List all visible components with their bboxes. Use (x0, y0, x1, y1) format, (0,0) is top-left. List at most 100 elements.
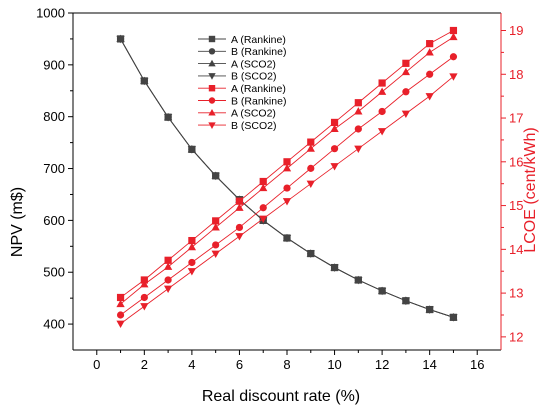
legend-marker (208, 122, 216, 129)
legend-marker (208, 35, 216, 43)
legend-marker (208, 73, 216, 80)
legend-label: B (Rankine) (231, 95, 286, 107)
data-point (187, 268, 197, 276)
data-point (449, 32, 458, 41)
data-point (235, 203, 244, 211)
data-point (259, 183, 268, 192)
legend-item: B (SCO2) (198, 71, 277, 83)
data-point (377, 128, 387, 136)
data-point (140, 77, 149, 86)
series-7 (116, 32, 458, 308)
data-point (163, 285, 173, 294)
series-5 (116, 26, 458, 302)
data-point (401, 110, 411, 118)
data-point (188, 236, 196, 245)
x-tick-label: 12 (375, 357, 389, 372)
data-point (116, 320, 125, 329)
data-point (354, 99, 362, 107)
data-point (140, 276, 148, 284)
data-point (377, 287, 387, 296)
y-right-tick-label: 13 (509, 286, 523, 301)
legend-item: A (SCO2) (198, 108, 276, 120)
data-point (377, 87, 387, 95)
data-point (212, 241, 220, 249)
data-point (354, 276, 363, 285)
series-layer (116, 26, 458, 329)
data-point (163, 114, 173, 122)
data-point (164, 276, 172, 284)
series-line (120, 38, 454, 318)
data-point (211, 223, 220, 231)
y-right-tick-label: 12 (509, 329, 523, 344)
legend-marker (208, 48, 216, 55)
y-right-tick-label: 15 (509, 198, 523, 213)
data-point (259, 215, 268, 224)
data-point (283, 184, 291, 192)
data-point (425, 93, 434, 101)
plot-frame (72, 12, 502, 351)
data-point (187, 146, 197, 154)
data-point (163, 262, 173, 270)
data-point (378, 79, 386, 87)
legend-label: A (SCO2) (231, 108, 276, 120)
series-4 (116, 35, 458, 322)
data-point (164, 256, 172, 264)
data-point (330, 145, 339, 153)
data-point (116, 35, 125, 44)
data-point (449, 314, 458, 322)
data-point (306, 250, 315, 258)
data-point (449, 73, 458, 81)
data-point (425, 48, 434, 56)
y-right-tick-label: 14 (509, 242, 523, 257)
legend-item: A (Rankine) (198, 83, 286, 95)
data-point (235, 223, 244, 232)
data-point (306, 144, 315, 152)
series-line (120, 38, 454, 318)
data-point (425, 306, 434, 314)
ticks-layer: 0 2 4 6 8 10 12 14 16 400 500 600 700 800 900 1000 12 13 1… (36, 6, 523, 373)
data-point (426, 40, 434, 48)
data-point (426, 70, 434, 78)
data-point (449, 53, 458, 61)
data-point (354, 107, 363, 115)
data-point (212, 217, 220, 225)
y-right-tick-label: 17 (509, 111, 523, 126)
series-line (120, 38, 454, 318)
y-left-tick-label: 900 (43, 57, 65, 72)
legend-label: A (Rankine) (231, 83, 286, 95)
y-left-tick-label: 1000 (36, 6, 65, 21)
x-tick-label: 2 (141, 357, 148, 372)
y-axis-left-title: NPV (m$) (9, 187, 26, 257)
legend-marker (208, 108, 216, 116)
y-left-tick-label: 700 (43, 161, 65, 176)
data-point (282, 164, 292, 172)
legend-item: B (Rankine) (198, 95, 286, 107)
y-right-tick-label: 16 (509, 154, 523, 169)
data-point (116, 299, 125, 308)
data-point (116, 311, 125, 319)
data-point (354, 145, 363, 153)
data-point (402, 88, 410, 96)
data-point (140, 280, 149, 288)
x-tick-label: 0 (93, 357, 100, 372)
data-point (306, 180, 315, 189)
y-left-tick-label: 500 (43, 265, 65, 280)
data-point (188, 258, 196, 267)
data-point (211, 172, 220, 181)
legend-label: B (SCO2) (231, 120, 277, 132)
legend-item: A (SCO2) (198, 58, 276, 70)
data-point (330, 118, 339, 127)
data-point (401, 67, 411, 76)
x-tick-label: 6 (236, 357, 243, 372)
legend-label: A (Rankine) (231, 34, 286, 46)
x-tick-label: 8 (283, 357, 290, 372)
legend: A (Rankine)B (Rankine)A (SCO2)B (SCO2)A … (198, 34, 286, 132)
data-point (116, 293, 125, 302)
data-point (354, 125, 362, 133)
x-tick-label: 16 (470, 357, 484, 372)
data-point (378, 107, 386, 116)
series-6 (116, 53, 458, 319)
x-tick-label: 10 (327, 357, 341, 372)
y-left-tick-label: 600 (43, 213, 65, 228)
